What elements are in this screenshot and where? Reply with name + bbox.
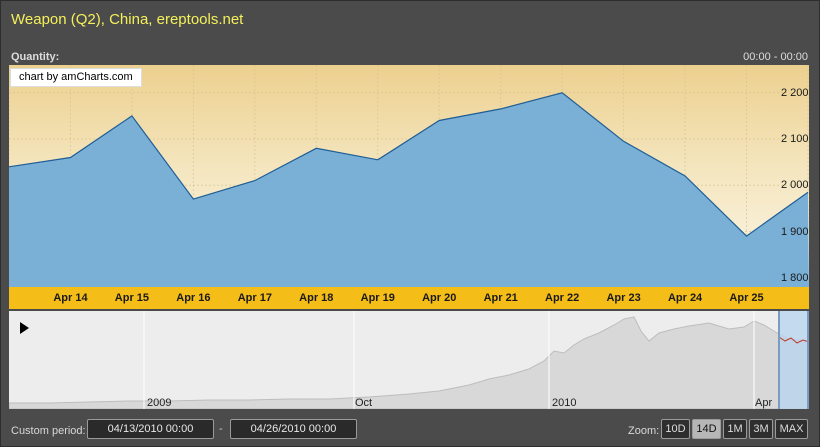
x-tick-label: Apr 17	[237, 292, 272, 304]
x-tick-label: Apr 19	[360, 292, 395, 304]
x-tick-label: Apr 18	[299, 292, 334, 304]
main-chart-svg	[9, 65, 809, 287]
from-date-input[interactable]	[87, 419, 214, 439]
zoom-3m-button[interactable]: 3M	[749, 419, 773, 439]
x-tick-label: Apr 25	[729, 292, 764, 304]
series-area	[9, 92, 809, 287]
data-point-apr-18[interactable]	[312, 144, 320, 152]
x-tick-label: Apr 14	[53, 292, 88, 304]
x-tick-label: Apr 15	[114, 292, 150, 304]
scroller-label-apr: Apr	[755, 397, 773, 409]
data-point-apr-14[interactable]	[66, 154, 74, 162]
quantity-label: Quantity:	[11, 51, 60, 63]
data-point-apr-20[interactable]	[435, 117, 443, 125]
zoom-10d-button[interactable]: 10D	[661, 419, 690, 439]
scroller-label-2009: 2009	[147, 397, 172, 409]
play-icon[interactable]	[20, 322, 29, 334]
zoom-14d-button[interactable]: 14D	[692, 419, 721, 439]
x-tick-label: Apr 24	[667, 292, 703, 304]
scroller-selection[interactable]	[779, 311, 809, 409]
zoom-1m-button[interactable]: 1M	[723, 419, 747, 439]
y-tick-label: 2 200	[781, 86, 809, 99]
x-axis: Apr 14 Apr 15 Apr 16 Apr 17 Apr 18 Apr 19 Apr …	[9, 287, 809, 309]
y-tick-label: 2 100	[781, 133, 809, 145]
scroller-grip-left[interactable]	[778, 311, 780, 409]
data-point-apr-21[interactable]	[497, 105, 505, 113]
custom-period-label: Custom period:	[11, 425, 86, 437]
to-date-input[interactable]	[230, 419, 357, 439]
amcharts-credit-link[interactable]: chart by amCharts.com	[10, 68, 142, 87]
chart-scroller[interactable]: 2009 Oct 2010 Apr	[9, 311, 809, 409]
scroller-label-oct: Oct	[355, 397, 373, 409]
x-tick-label: Apr 20	[422, 292, 457, 304]
scroller-preview-svg	[9, 311, 809, 409]
series-line	[9, 92, 809, 237]
y-tick-label: 2 000	[781, 179, 809, 192]
scroller-selection-line	[778, 336, 809, 344]
scroller-label-2010: 2010	[552, 397, 577, 409]
plot-area[interactable]: 1 800 1 900 2 000 2 100 2 200	[9, 65, 809, 287]
time-range-readout: 00:00 - 00:00	[743, 51, 808, 63]
scroller-overview-area	[9, 316, 809, 409]
data-point-apr-24[interactable]	[681, 172, 689, 180]
scroller-grip-right[interactable]	[807, 311, 809, 409]
x-tick-label: Apr 22	[545, 292, 580, 304]
data-point-apr-23[interactable]	[620, 137, 628, 145]
x-tick-label: Apr 21	[483, 292, 518, 304]
y-tick-label: 1 900	[781, 225, 809, 238]
zoom-label: Zoom:	[628, 425, 660, 437]
x-tick-label: Apr 16	[176, 292, 211, 304]
chart-title: Weapon (Q2), China, ereptools.net	[11, 11, 244, 28]
zoom-max-button[interactable]: MAX	[775, 419, 808, 439]
period-separator: -	[219, 423, 223, 435]
data-point-apr-25[interactable]	[743, 232, 751, 240]
data-point-apr-22[interactable]	[558, 89, 566, 97]
data-point-apr-16[interactable]	[189, 195, 197, 203]
data-point-apr-19[interactable]	[374, 156, 382, 164]
data-point-apr-15[interactable]	[128, 112, 136, 120]
y-tick-label: 1 800	[781, 271, 809, 284]
data-point-apr-17[interactable]	[251, 177, 259, 185]
x-tick-label: Apr 23	[606, 292, 641, 304]
